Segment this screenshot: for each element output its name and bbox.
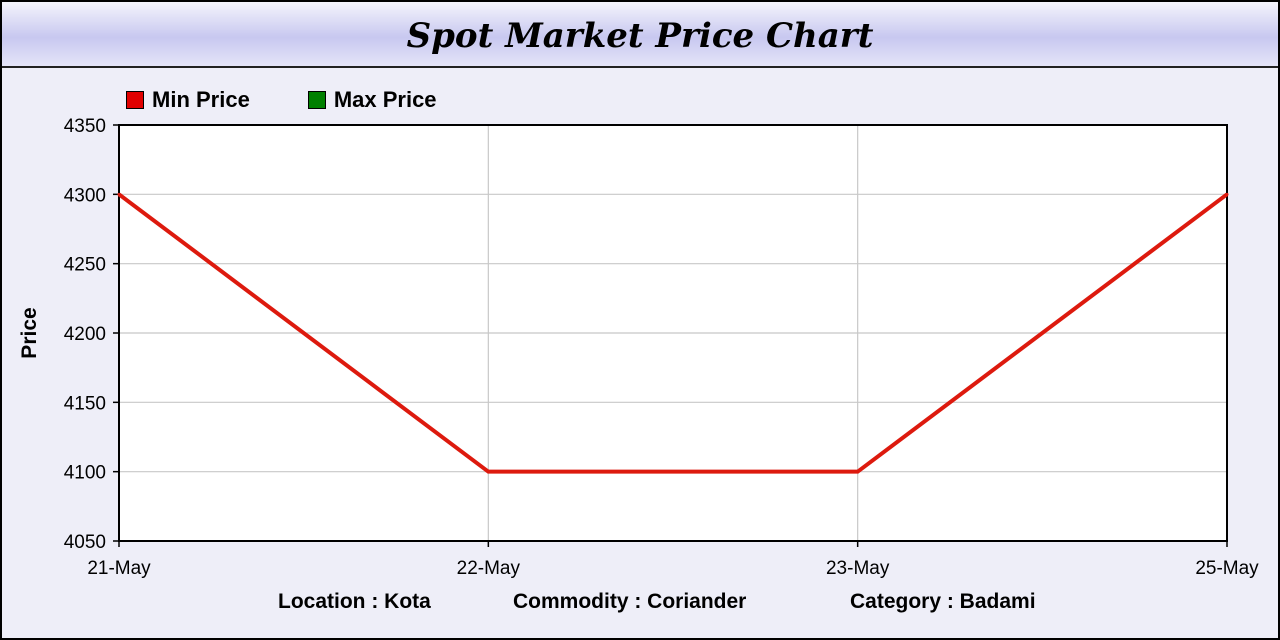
- x-tick-label-2: 23-May: [826, 558, 890, 579]
- footer-commodity: Commodity : Coriander: [513, 590, 747, 613]
- footer-location: Location : Kota: [278, 590, 431, 613]
- legend-swatch-max-price: [307, 91, 326, 109]
- title-bar: Spot Market Price Chart: [2, 2, 1278, 68]
- legend-label-min-price: Min Price: [152, 87, 250, 112]
- y-tick-label-1: 4100: [64, 463, 106, 484]
- chart-title: Spot Market Price Chart: [406, 16, 874, 56]
- data-point-0-3: [1225, 192, 1229, 196]
- series-line-min-price: [117, 192, 1229, 474]
- data-point-0-2: [856, 470, 860, 474]
- x-tick-label-0: 21-May: [87, 558, 151, 579]
- y-tick-label-6: 4350: [64, 116, 106, 137]
- legend-item-max-price: Max Price: [307, 87, 437, 113]
- legend-swatch-min-price: [126, 91, 144, 109]
- y-tick-label-5: 4300: [64, 185, 106, 206]
- data-point-0-1: [486, 470, 490, 474]
- legend-item-min-price: Min Price: [126, 87, 250, 113]
- x-tick-label-1: 22-May: [457, 558, 521, 579]
- legend-label-max-price: Max Price: [333, 87, 437, 112]
- footer-category: Category : Badami: [850, 590, 1036, 613]
- data-point-0-0: [117, 192, 121, 196]
- x-tick-label-3: 25-May: [1195, 558, 1259, 579]
- y-tick-label-0: 4050: [64, 532, 106, 553]
- y-tick-label-4: 4250: [64, 255, 106, 276]
- y-tick-label-3: 4200: [64, 324, 106, 345]
- legend: Min Price Max Price: [126, 86, 495, 114]
- y-axis-label: Price: [18, 307, 41, 358]
- y-tick-label-2: 4150: [64, 393, 106, 414]
